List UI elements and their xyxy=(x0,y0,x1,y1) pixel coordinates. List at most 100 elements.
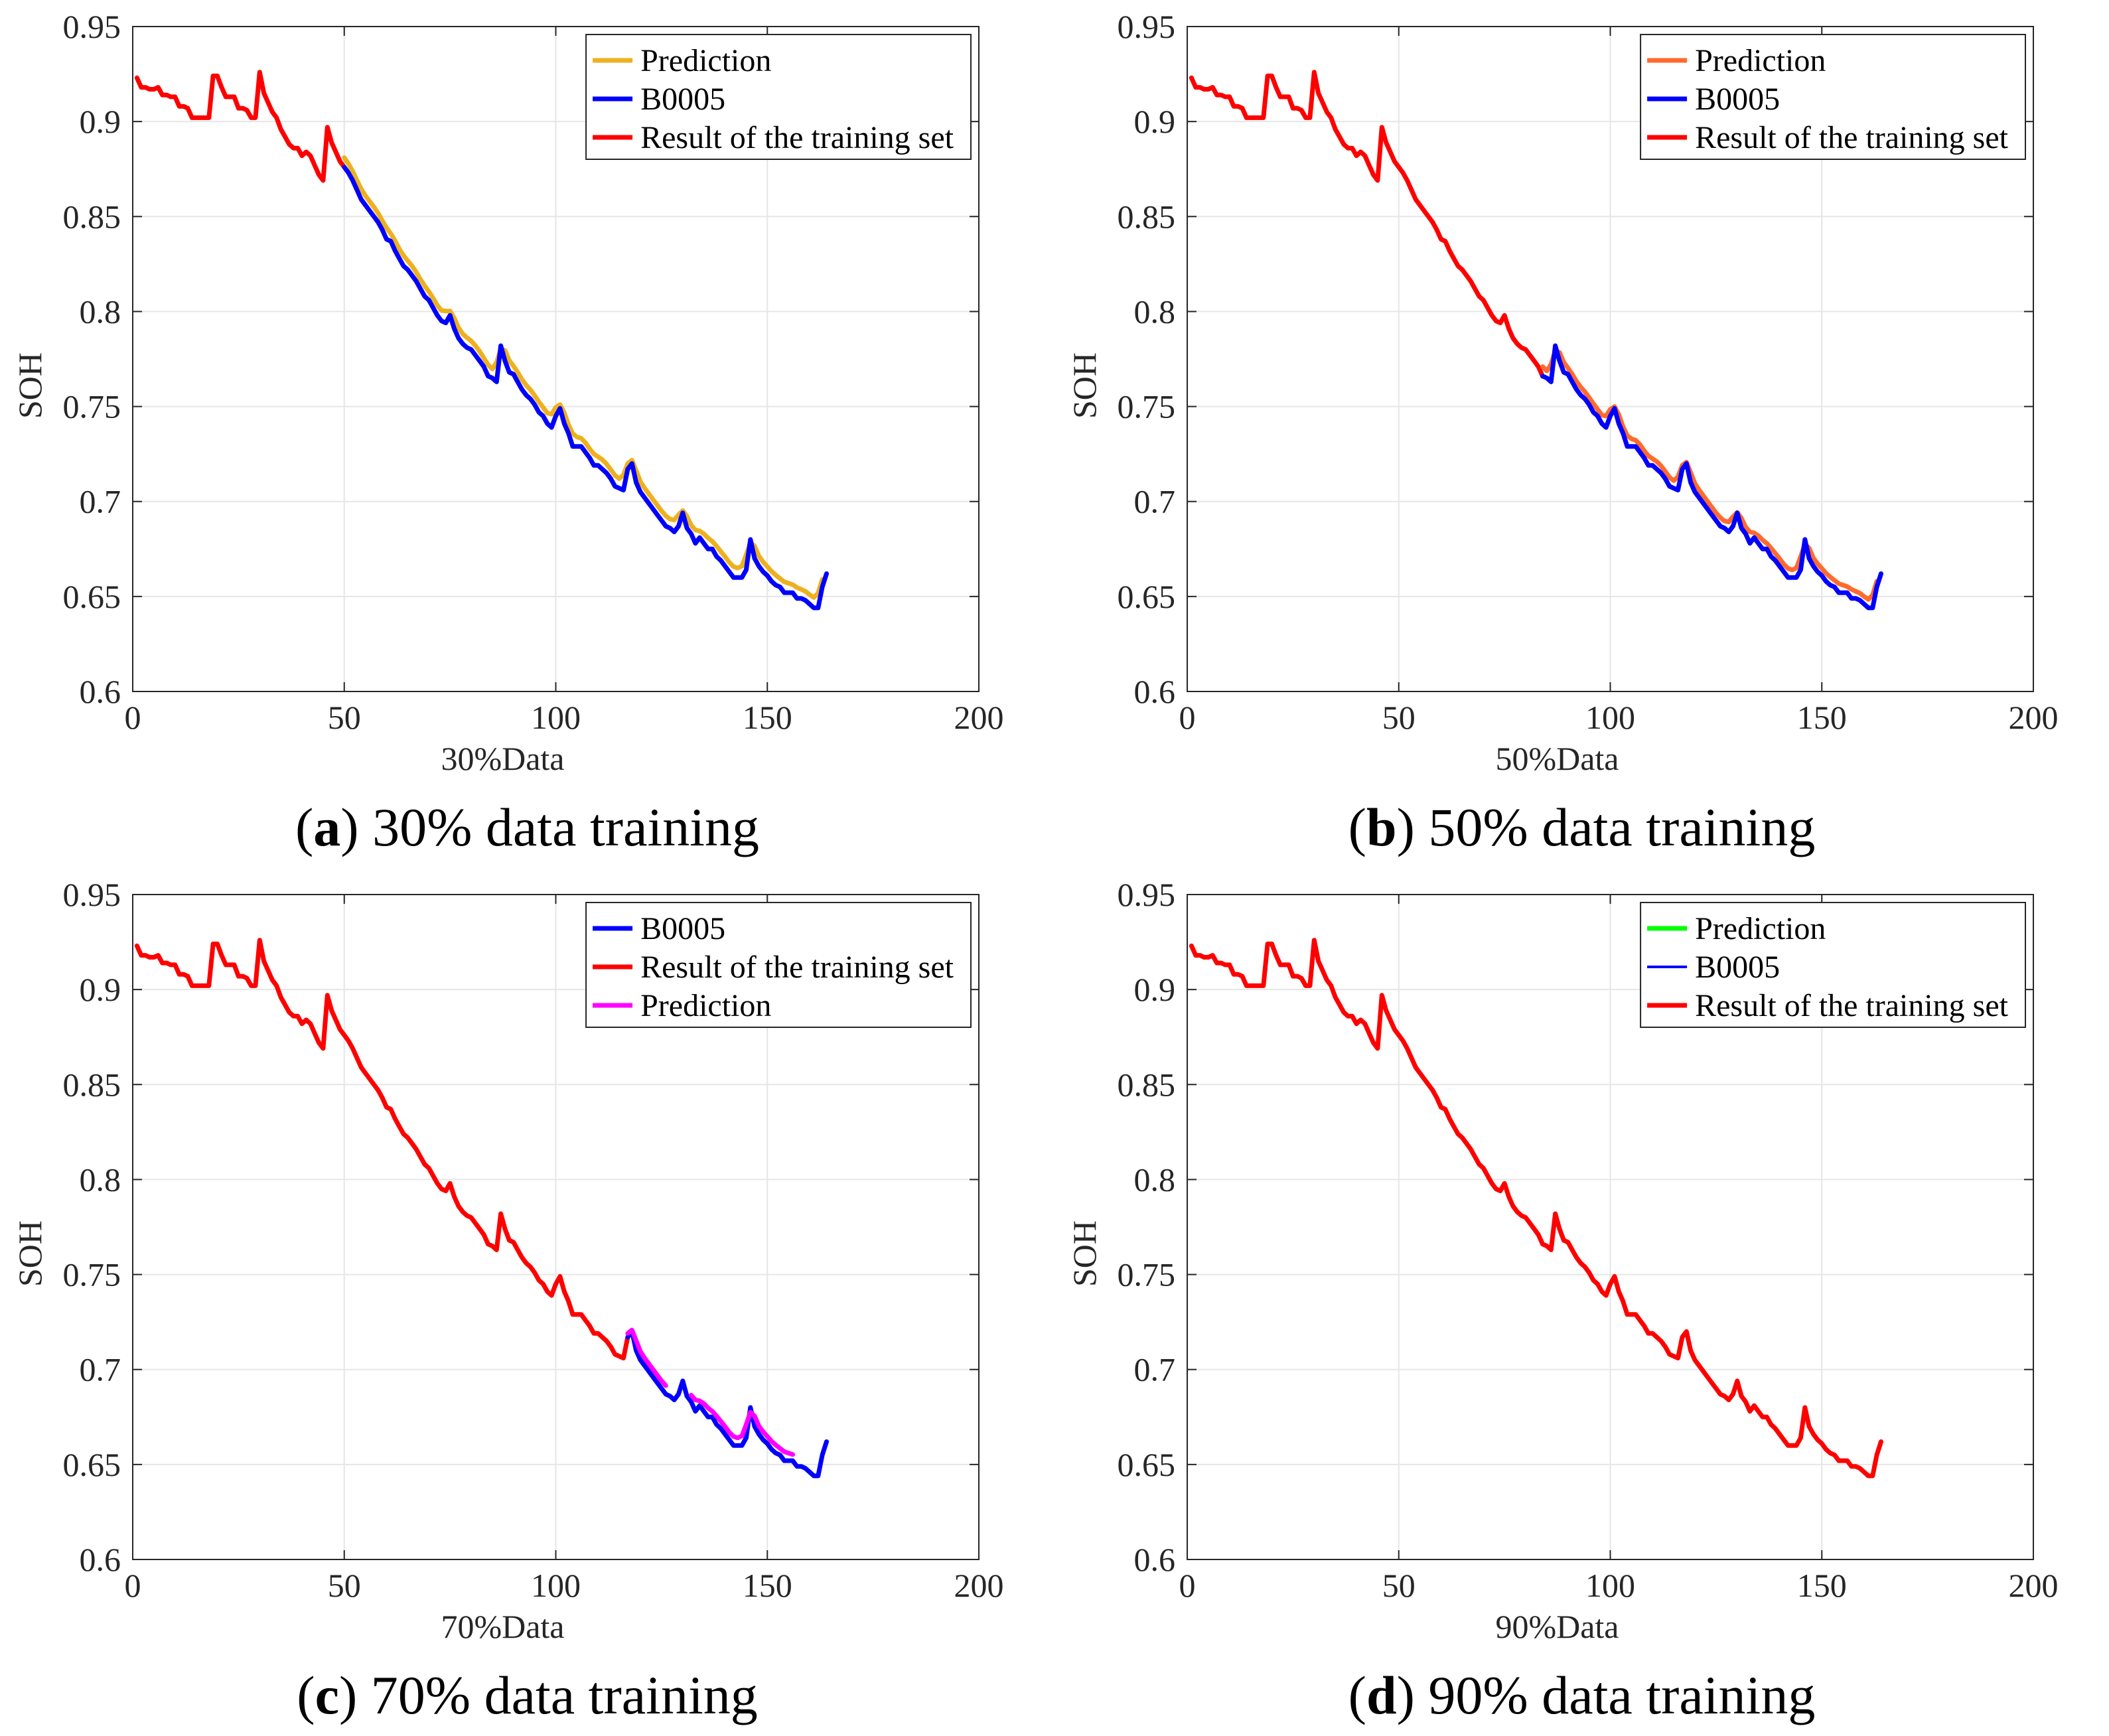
legend-label: B0005 xyxy=(1695,950,1780,985)
panel-b: 0 50 100 150 200 0.6 0.65 0.7 0.75 0.8 0.85 0.9 0.95… xyxy=(1054,0,2109,868)
y-tick-label: 0.75 xyxy=(1118,388,1176,425)
x-tick-label: 0 xyxy=(125,699,141,736)
x-axis-label: 30%Data xyxy=(441,740,564,777)
caption-a: (a) 30% data training xyxy=(295,797,760,857)
y-tick-label: 0.6 xyxy=(80,1541,121,1578)
series-line-result-of-the-training-set xyxy=(1189,938,1883,1479)
y-tick-label: 0.7 xyxy=(1134,483,1176,520)
y-tick-label: 0.65 xyxy=(63,578,121,615)
y-tick-label: 0.85 xyxy=(1118,1066,1176,1103)
x-tick-label: 200 xyxy=(2009,1567,2059,1604)
y-axis-label: SOH xyxy=(11,1220,48,1287)
panel-a: 0 50 100 150 200 0.6 0.65 0.7 0.75 0.8 0.85 0.9 0.95… xyxy=(0,0,1054,868)
y-tick-label: 0.9 xyxy=(1134,971,1176,1008)
x-tick-label: 100 xyxy=(1585,1567,1635,1604)
x-axis-label: 90%Data xyxy=(1495,1608,1619,1645)
chart-b: 0 50 100 150 200 0.6 0.65 0.7 0.75 0.8 0.85 0.9 0.95… xyxy=(1066,8,2059,777)
series-line-prediction xyxy=(342,155,825,600)
y-tick-label: 0.6 xyxy=(1134,673,1176,710)
chart-c: 0 50 100 150 200 0.6 0.65 0.7 0.75 0.8 0.85 0.9 0.95… xyxy=(11,876,1004,1645)
x-tick-label: 50 xyxy=(1382,1567,1416,1604)
y-axis-label: SOH xyxy=(1066,352,1103,419)
x-axis-label: 50%Data xyxy=(1495,740,1619,777)
y-tick-label: 0.85 xyxy=(63,1066,121,1103)
x-axis-label: 70%Data xyxy=(441,1608,564,1645)
x-tick-label: 0 xyxy=(1179,699,1196,736)
y-tick-label: 0.8 xyxy=(80,293,121,330)
y-tick-label: 0.85 xyxy=(63,198,121,235)
y-tick-label: 0.95 xyxy=(63,876,121,913)
legend-box xyxy=(585,34,972,160)
caption-b: (b) 50% data training xyxy=(1348,797,1816,857)
chart-d: 0 50 100 150 200 0.6 0.65 0.7 0.75 0.8 0.85 0.9 0.95… xyxy=(1066,876,2059,1645)
legend-label: Result of the training set xyxy=(1695,120,2009,155)
y-tick-label: 0.8 xyxy=(1134,293,1176,330)
x-tick-label: 50 xyxy=(328,699,361,736)
y-tick-label: 0.65 xyxy=(63,1446,121,1483)
series-line-b0005 xyxy=(625,1329,829,1479)
legend-label: B0005 xyxy=(640,911,725,946)
x-tick-label: 200 xyxy=(954,1567,1004,1604)
x-tick-label: 100 xyxy=(531,699,581,736)
x-tick-label: 50 xyxy=(328,1567,361,1604)
series-line-result-of-the-training-set xyxy=(134,70,347,183)
x-tick-label: 150 xyxy=(743,699,792,736)
legend-label: Result of the training set xyxy=(640,950,954,985)
x-tick-label: 50 xyxy=(1382,699,1416,736)
y-tick-label: 0.75 xyxy=(63,1256,121,1293)
y-tick-label: 0.9 xyxy=(1134,103,1176,140)
caption-d: (d) 90% data training xyxy=(1348,1665,1816,1725)
y-tick-label: 0.95 xyxy=(63,8,121,45)
y-tick-label: 0.95 xyxy=(1118,876,1176,913)
caption-text: 30% data training xyxy=(372,797,760,857)
y-axis-label: SOH xyxy=(1066,1220,1103,1287)
y-axis-label: SOH xyxy=(11,352,48,419)
legend-label: B0005 xyxy=(1695,82,1780,117)
series-line-prediction xyxy=(625,1327,668,1388)
series-line-prediction xyxy=(689,1392,795,1457)
x-tick-label: 150 xyxy=(1797,699,1847,736)
legend-box xyxy=(1640,34,2026,160)
panel-d: 0 50 100 150 200 0.6 0.65 0.7 0.75 0.8 0.85 0.9 0.95… xyxy=(1054,868,2109,1736)
x-tick-label: 200 xyxy=(954,699,1004,736)
y-tick-label: 0.95 xyxy=(1118,8,1176,45)
legend-box xyxy=(1640,902,2026,1028)
x-tick-label: 150 xyxy=(1797,1567,1847,1604)
x-tick-label: 100 xyxy=(531,1567,581,1604)
y-tick-label: 0.9 xyxy=(80,103,121,140)
x-tick-label: 0 xyxy=(1179,1567,1196,1604)
y-tick-label: 0.65 xyxy=(1118,578,1176,615)
y-tick-label: 0.7 xyxy=(80,1351,121,1388)
x-tick-label: 150 xyxy=(743,1567,792,1604)
series-line-prediction xyxy=(1540,348,1879,602)
caption-letter: d xyxy=(1366,1665,1397,1725)
legend-label: Result of the training set xyxy=(640,120,954,155)
caption-text: 50% data training xyxy=(1428,797,1816,857)
y-tick-label: 0.7 xyxy=(1134,1351,1176,1388)
legend-label: Prediction xyxy=(640,988,771,1023)
y-tick-label: 0.75 xyxy=(1118,1256,1176,1293)
panel-c: 0 50 100 150 200 0.6 0.65 0.7 0.75 0.8 0.85 0.9 0.95… xyxy=(0,868,1054,1736)
x-tick-label: 0 xyxy=(125,1567,141,1604)
series-line-result-of-the-training-set xyxy=(134,938,630,1360)
x-tick-label: 100 xyxy=(1585,699,1635,736)
legend-label: Prediction xyxy=(1695,911,1826,946)
y-tick-label: 0.6 xyxy=(80,673,121,710)
y-tick-label: 0.8 xyxy=(1134,1161,1176,1198)
legend-label: B0005 xyxy=(640,82,725,117)
y-tick-label: 0.65 xyxy=(1118,1446,1176,1483)
series-line-result-of-the-training-set xyxy=(1189,70,1545,379)
y-tick-label: 0.7 xyxy=(80,483,121,520)
y-tick-label: 0.75 xyxy=(63,388,121,425)
y-tick-label: 0.9 xyxy=(80,971,121,1008)
caption-text: 90% data training xyxy=(1428,1665,1816,1725)
chart-a: 0 50 100 150 200 0.6 0.65 0.7 0.75 0.8 0.85 0.9 0.95… xyxy=(11,8,1004,777)
series-line-b0005 xyxy=(342,165,829,611)
caption-c: (c) 70% data training xyxy=(297,1665,758,1725)
y-tick-label: 0.8 xyxy=(80,1161,121,1198)
y-tick-label: 0.6 xyxy=(1134,1541,1176,1578)
legend-box xyxy=(585,902,972,1028)
series-line-b0005 xyxy=(1540,343,1883,611)
legend-label: Result of the training set xyxy=(1695,988,2009,1023)
